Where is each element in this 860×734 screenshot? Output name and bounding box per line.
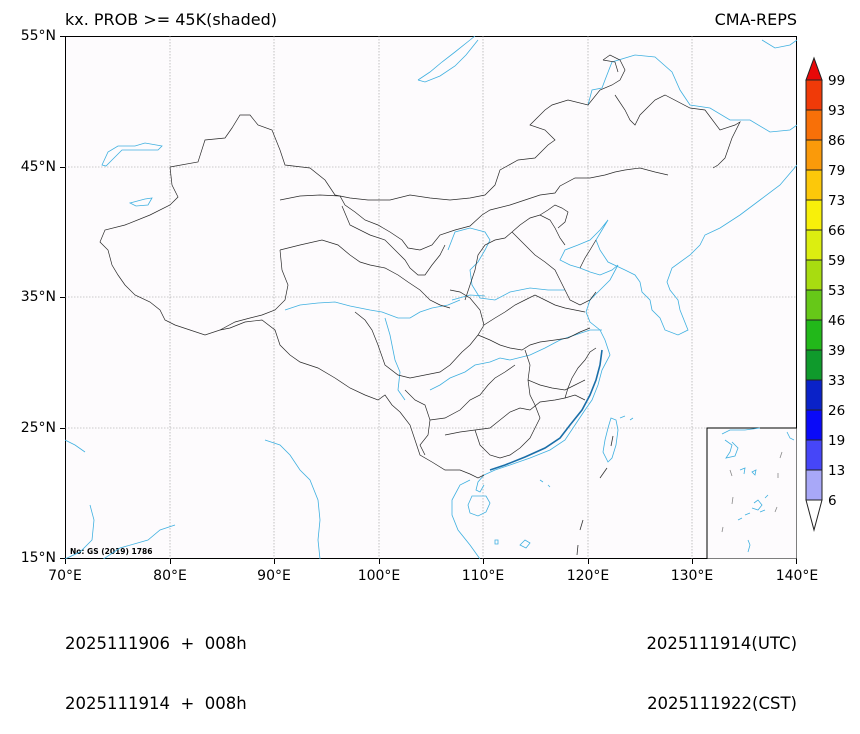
model-name: CMA-REPS [714, 10, 797, 29]
colorbar-label: 93 [828, 103, 846, 119]
y-label-15n: 15°N [20, 550, 56, 566]
x-tick [483, 559, 484, 564]
x-label-110e: 110°E [461, 568, 505, 584]
y-label-45n: 45°N [20, 159, 56, 175]
valid-time-cst: 2025111922(CST) [647, 694, 797, 713]
init-time-block: 2025111906 + 008h 2025111914 + 008h [65, 594, 247, 734]
se-coast-detail [489, 349, 603, 471]
y-tick [60, 36, 65, 37]
x-label-130e: 130°E [670, 568, 714, 584]
y-tick [60, 297, 65, 298]
chart-title: kx. PROB >= 45K(shaded) [65, 10, 277, 29]
colorbar-label: 53 [828, 283, 846, 299]
colorbar-label: 6 [828, 493, 837, 509]
y-tick [60, 428, 65, 429]
colorbar-label: 33 [828, 373, 846, 389]
y-label-35n: 35°N [20, 289, 56, 305]
map-svg [65, 36, 823, 559]
colorbar-label: 26 [828, 403, 846, 419]
x-label-90e: 90°E [257, 568, 291, 584]
colorbar-under-arrow [805, 499, 823, 532]
map-plot-area: No: GS (2019) 1786 [65, 36, 797, 559]
init-time-utc: 2025111906 + 008h [65, 634, 247, 653]
x-tick [274, 559, 275, 564]
colorbar-label: 79 [828, 163, 846, 179]
colorbar-over-arrow [805, 56, 823, 81]
colorbar-label: 46 [828, 313, 846, 329]
colorbar-label: 19 [828, 433, 846, 449]
colorbar-label: 13 [828, 463, 846, 479]
y-tick [60, 558, 65, 559]
init-time-cst: 2025111914 + 008h [65, 694, 247, 713]
x-tick [692, 559, 693, 564]
x-label-100e: 100°E [357, 568, 401, 584]
map-layers [65, 36, 797, 559]
x-tick [796, 559, 797, 564]
coastlines [65, 36, 797, 559]
x-label-140e: 140°E [775, 568, 819, 584]
gs-approval-note: No: GS (2019) 1786 [70, 547, 153, 556]
scs-inset [706, 427, 797, 559]
y-tick [60, 167, 65, 168]
x-tick [379, 559, 380, 564]
colorbar-label: 39 [828, 343, 846, 359]
x-tick [170, 559, 171, 564]
x-label-80e: 80°E [153, 568, 187, 584]
x-tick [588, 559, 589, 564]
colorbar-label: 66 [828, 223, 846, 239]
graticule [65, 36, 797, 559]
colorbar-label: 86 [828, 133, 846, 149]
x-label-70e: 70°E [48, 568, 82, 584]
x-label-120e: 120°E [566, 568, 610, 584]
province-borders [99, 54, 741, 479]
y-label-25n: 25°N [20, 420, 56, 436]
valid-time-utc: 2025111914(UTC) [646, 634, 797, 653]
colorbar-label: 99 [828, 73, 846, 89]
island-marks [576, 435, 614, 556]
x-tick [65, 559, 66, 564]
colorbar-label: 73 [828, 193, 846, 209]
colorbar [805, 56, 823, 532]
valid-time-block: 2025111914(UTC) 2025111922(CST) [646, 594, 797, 734]
colorbar-label: 59 [828, 253, 846, 269]
y-label-55n: 55°N [20, 28, 56, 44]
